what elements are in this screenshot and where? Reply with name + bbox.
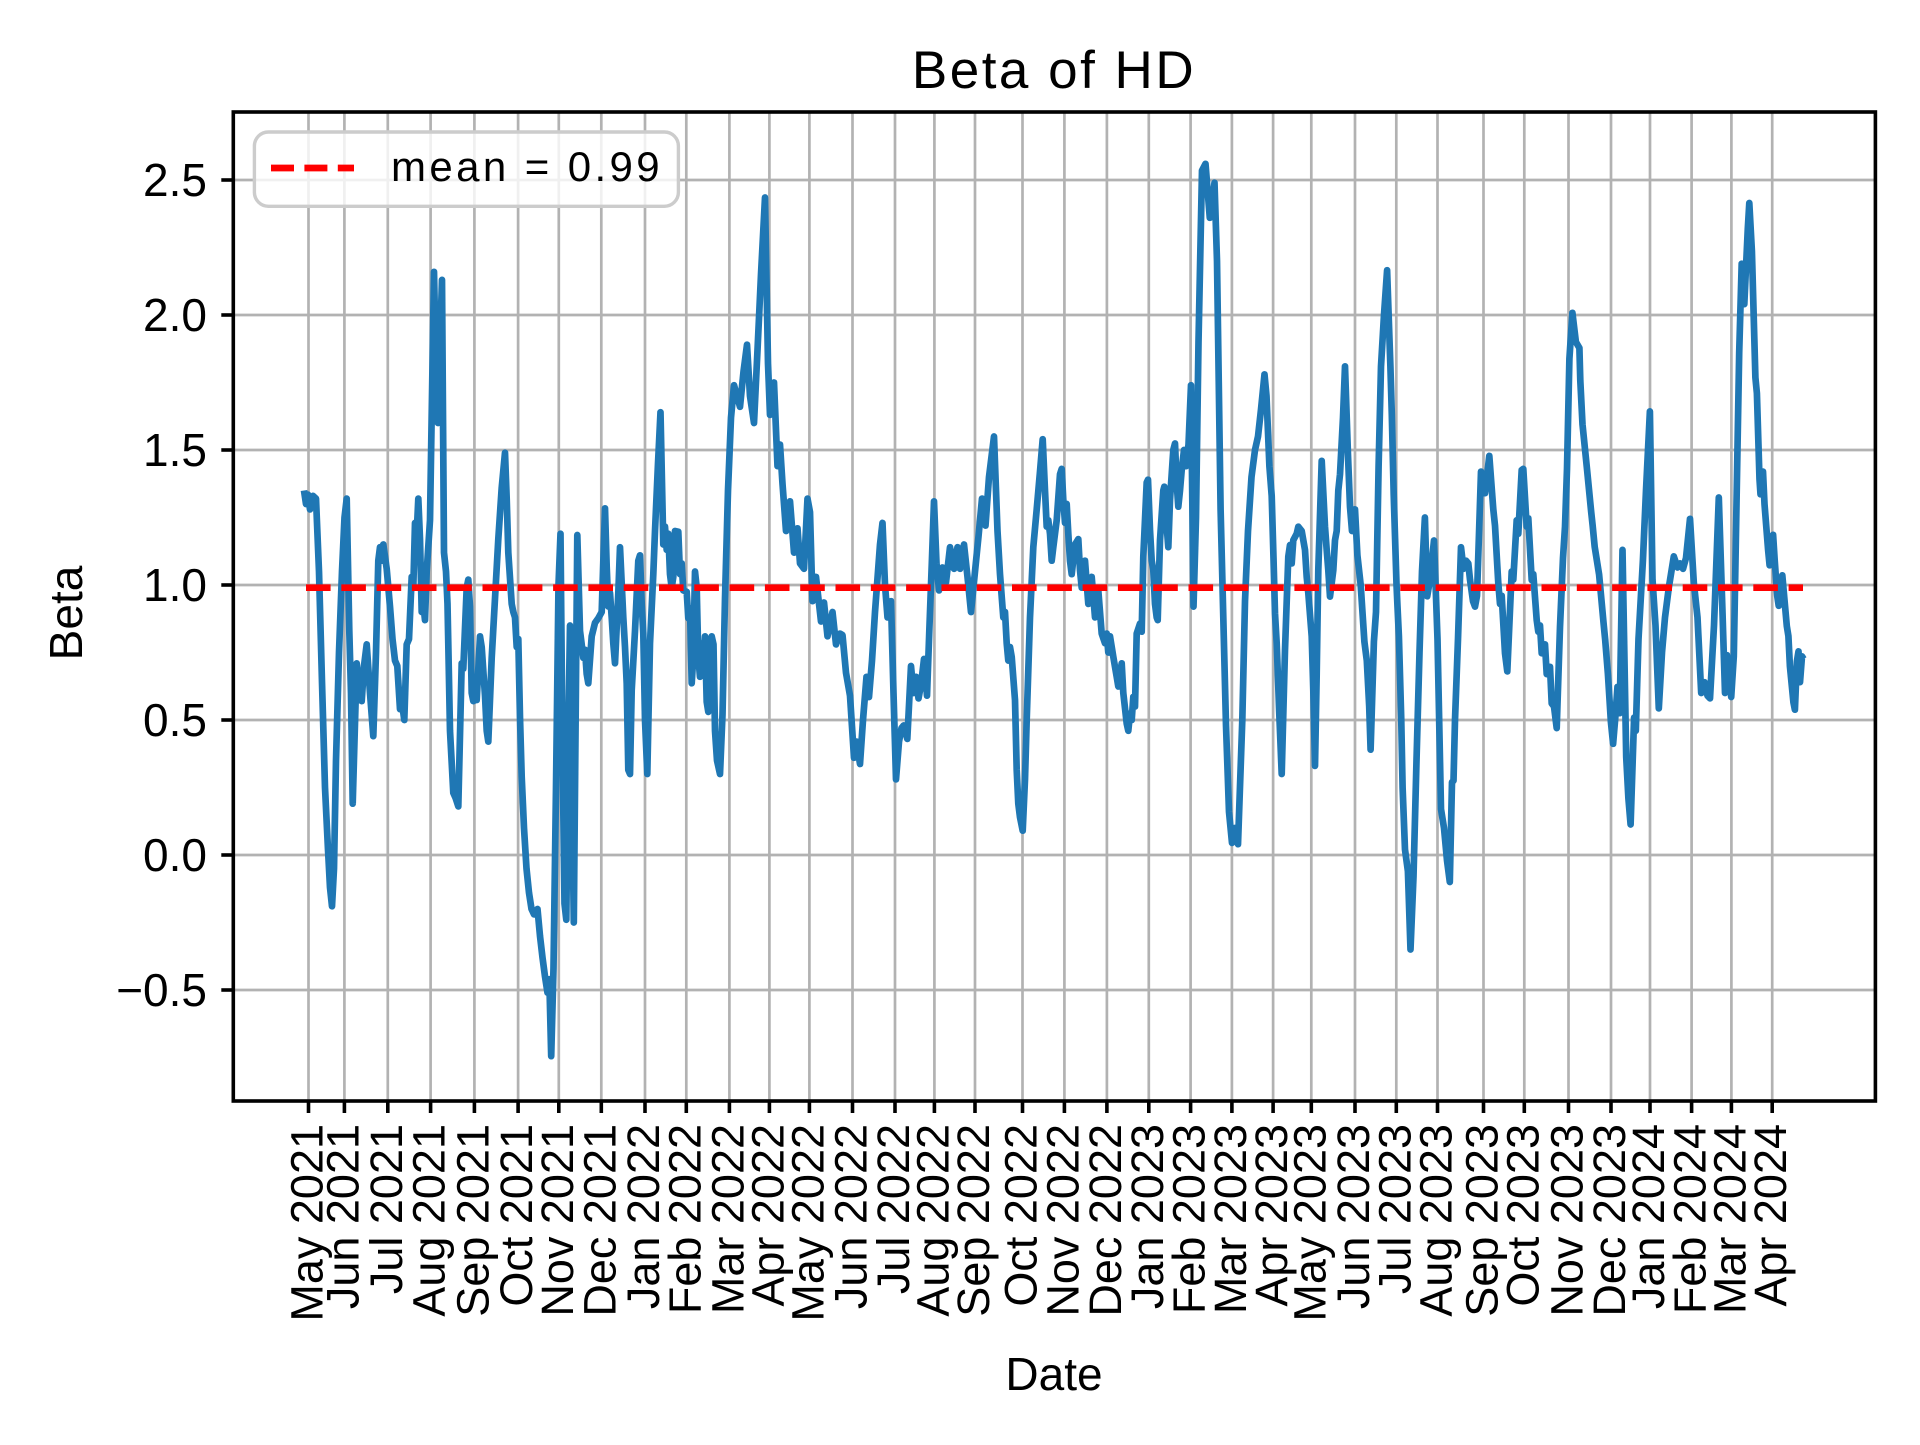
svg-text:Feb 2022: Feb 2022 (659, 1124, 710, 1314)
svg-text:Jul 2022: Jul 2022 (868, 1124, 919, 1294)
svg-text:1.0: 1.0 (143, 559, 207, 611)
svg-text:Nov 2021: Nov 2021 (532, 1124, 583, 1317)
svg-text:May 2022: May 2022 (782, 1124, 833, 1322)
svg-text:Feb 2024: Feb 2024 (1665, 1124, 1716, 1314)
svg-text:Sep 2021: Sep 2021 (447, 1124, 498, 1317)
svg-text:Beta: Beta (40, 565, 92, 660)
svg-text:−0.5: −0.5 (116, 964, 207, 1016)
svg-text:0.0: 0.0 (143, 829, 207, 881)
svg-text:Aug 2021: Aug 2021 (404, 1124, 455, 1317)
svg-text:Date: Date (1005, 1348, 1102, 1400)
svg-text:Dec 2021: Dec 2021 (574, 1124, 625, 1317)
svg-text:May 2021: May 2021 (282, 1124, 333, 1322)
svg-text:Sep 2023: Sep 2023 (1457, 1124, 1508, 1317)
svg-text:Aug 2022: Aug 2022 (907, 1124, 958, 1317)
svg-text:Aug 2023: Aug 2023 (1411, 1124, 1462, 1317)
svg-text:mean = 0.99: mean = 0.99 (391, 143, 663, 190)
svg-text:Jul 2023: Jul 2023 (1369, 1124, 1420, 1294)
svg-text:Beta of HD: Beta of HD (912, 41, 1196, 100)
svg-text:Apr 2024: Apr 2024 (1745, 1124, 1796, 1307)
svg-text:Jan 2023: Jan 2023 (1122, 1124, 1173, 1309)
svg-text:2.0: 2.0 (143, 289, 207, 341)
svg-text:Oct 2023: Oct 2023 (1497, 1124, 1548, 1307)
svg-text:Jul 2021: Jul 2021 (361, 1124, 412, 1294)
svg-text:Apr 2022: Apr 2022 (742, 1124, 793, 1307)
svg-text:Jun 2023: Jun 2023 (1328, 1124, 1379, 1309)
svg-text:Jan 2024: Jan 2024 (1623, 1124, 1674, 1309)
svg-text:Nov 2022: Nov 2022 (1037, 1124, 1088, 1317)
svg-text:Oct 2021: Oct 2021 (491, 1124, 542, 1307)
svg-text:Jun 2021: Jun 2021 (317, 1124, 368, 1309)
svg-text:Mar 2024: Mar 2024 (1704, 1124, 1755, 1314)
svg-text:Feb 2023: Feb 2023 (1164, 1124, 1215, 1314)
svg-text:Oct 2022: Oct 2022 (996, 1124, 1047, 1307)
svg-text:Dec 2023: Dec 2023 (1584, 1124, 1635, 1317)
svg-text:May 2023: May 2023 (1284, 1124, 1335, 1322)
svg-text:1.5: 1.5 (143, 424, 207, 476)
svg-text:Nov 2023: Nov 2023 (1542, 1124, 1593, 1317)
svg-text:0.5: 0.5 (143, 694, 207, 746)
svg-text:2.5: 2.5 (143, 154, 207, 206)
svg-text:Sep 2022: Sep 2022 (948, 1124, 999, 1317)
svg-text:Apr 2023: Apr 2023 (1246, 1124, 1297, 1307)
svg-text:Mar 2022: Mar 2022 (702, 1124, 753, 1314)
svg-text:Mar 2023: Mar 2023 (1205, 1124, 1256, 1314)
svg-text:Jan 2022: Jan 2022 (618, 1124, 669, 1309)
svg-text:Jun 2022: Jun 2022 (826, 1124, 877, 1309)
svg-text:Dec 2022: Dec 2022 (1080, 1124, 1131, 1317)
